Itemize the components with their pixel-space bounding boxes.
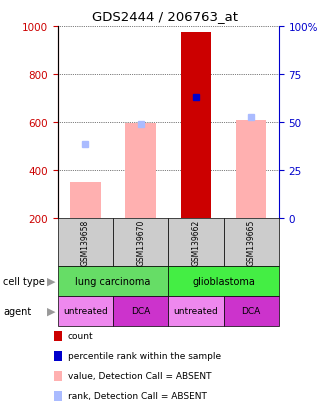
Bar bbox=[70, 183, 101, 219]
Bar bbox=[181, 33, 211, 219]
Bar bbox=[236, 121, 266, 219]
Text: count: count bbox=[68, 332, 93, 341]
Text: percentile rank within the sample: percentile rank within the sample bbox=[68, 351, 221, 361]
Text: untreated: untreated bbox=[174, 306, 218, 316]
Text: GSM139670: GSM139670 bbox=[136, 219, 145, 266]
Text: glioblastoma: glioblastoma bbox=[192, 276, 255, 286]
Text: cell type: cell type bbox=[3, 276, 45, 286]
Text: untreated: untreated bbox=[63, 306, 108, 316]
Text: GSM139658: GSM139658 bbox=[81, 220, 90, 266]
Text: GDS2444 / 206763_at: GDS2444 / 206763_at bbox=[92, 10, 238, 23]
Text: lung carcinoma: lung carcinoma bbox=[75, 276, 151, 286]
Text: GSM139662: GSM139662 bbox=[191, 220, 200, 266]
Bar bbox=[125, 124, 156, 219]
Text: DCA: DCA bbox=[242, 306, 261, 316]
Text: GSM139665: GSM139665 bbox=[247, 219, 256, 266]
Text: ▶: ▶ bbox=[47, 276, 55, 286]
Text: ▶: ▶ bbox=[47, 306, 55, 316]
Text: DCA: DCA bbox=[131, 306, 150, 316]
Text: agent: agent bbox=[3, 306, 32, 316]
Text: value, Detection Call = ABSENT: value, Detection Call = ABSENT bbox=[68, 371, 211, 380]
Text: rank, Detection Call = ABSENT: rank, Detection Call = ABSENT bbox=[68, 391, 207, 400]
